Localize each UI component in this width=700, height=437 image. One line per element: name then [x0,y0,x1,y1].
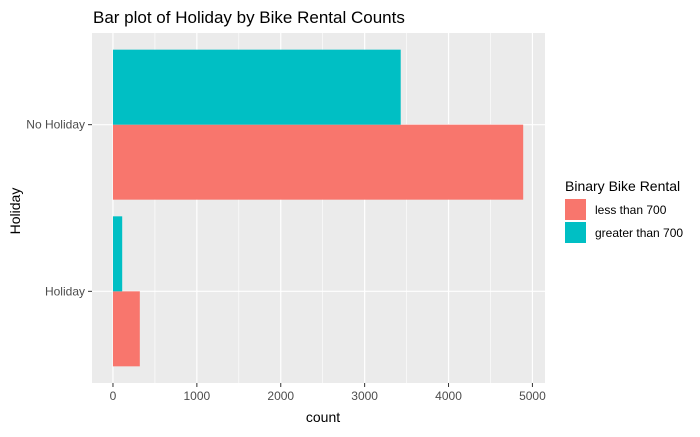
y-tick-label: No Holiday [26,118,85,132]
chart-title: Bar plot of Holiday by Bike Rental Count… [93,8,405,27]
legend-title: Binary Bike Rental [565,178,680,194]
legend-key [565,199,586,220]
bar-no-holiday-less-than-700 [112,124,524,200]
x-tick-label: 2000 [267,389,294,403]
x-tick-label: 1000 [184,389,211,403]
bar-no-holiday-greater-than-700 [112,49,401,125]
y-tick-label: Holiday [45,284,85,298]
bar-holiday-less-than-700 [112,291,140,367]
axes: 0 1000 2000 3000 4000 5000 Holiday No Holiday [26,118,546,403]
x-tick-label: 4000 [435,389,462,403]
bar-holiday-greater-than-700 [112,216,123,292]
y-axis-title: Holiday [7,188,23,235]
bars [112,49,524,367]
x-tick-label: 5000 [519,389,546,403]
legend-label: less than 700 [595,203,667,217]
legend: Binary Bike Rental less than 700 greater … [565,178,683,243]
x-tick-label: 0 [110,389,117,403]
legend-label: greater than 700 [595,226,683,240]
legend-key [565,222,586,243]
x-axis-title: count [306,409,340,425]
x-tick-label: 3000 [351,389,378,403]
